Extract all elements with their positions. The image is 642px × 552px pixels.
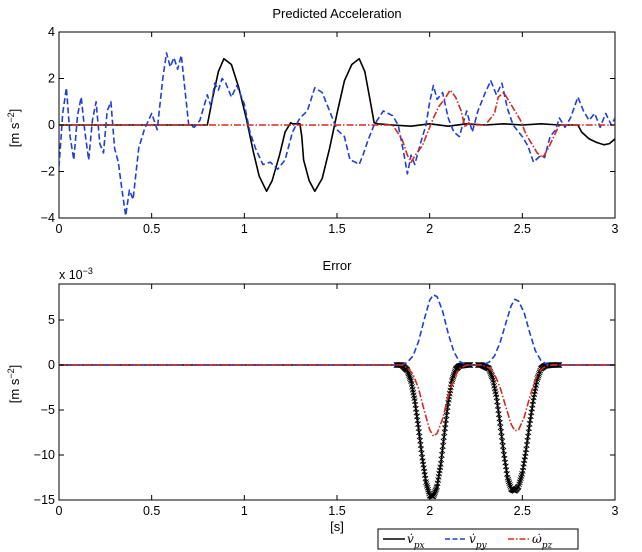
y-tick-label: −15 (34, 493, 55, 507)
series-marker-vpx (407, 375, 413, 381)
predicted-acceleration-panel: Predicted Acceleration [m s−2] 0 0.5 1 1.5 2… (6, 6, 619, 236)
x-tick-label: 1.5 (328, 504, 345, 518)
series-line-wpz (59, 89, 615, 163)
axes-ticks: 0 0.5 1 1.5 2 2.5 3 −15 −10 −5 0 5 (34, 284, 619, 518)
x-tick-label: 1 (241, 504, 248, 518)
x-tick-label: 0 (56, 504, 63, 518)
series-marker-vpx (505, 476, 512, 483)
series-group (59, 52, 615, 217)
y-tick-label: 4 (48, 25, 55, 39)
chart-title: Predicted Acceleration (272, 6, 401, 21)
x-tick-label: 0.5 (143, 504, 160, 518)
series-marker-vpx (555, 362, 562, 368)
series-marker-vpx (516, 481, 523, 488)
series-marker-vpx (487, 370, 494, 377)
series-line-wpz (59, 364, 615, 437)
series-marker-vpx (505, 478, 512, 485)
x-tick-label: 1 (241, 222, 248, 236)
series-clip-group (59, 52, 615, 217)
legend: v̇px v̇py ω̇pz (377, 528, 579, 551)
series-marker-vpx (406, 372, 412, 378)
x-tick-label: 1.5 (328, 222, 345, 236)
y-tick-label: −5 (41, 403, 55, 417)
series-marker-vpx (499, 438, 506, 445)
error-panel: Error x 10−3 [m s−2] 0 0.5 1 1.5 2 2.5 3−15−10… (6, 258, 619, 534)
series-marker-vpx (500, 443, 506, 449)
series-line-vpy (59, 52, 615, 217)
series-marker-vpx (423, 479, 429, 485)
y-tick-label: 2 (48, 72, 55, 86)
series-marker-vpx (518, 475, 524, 481)
series-marker-vpx (423, 481, 430, 487)
x-tick-label: 3 (612, 222, 619, 236)
series-marker-vpx (518, 473, 525, 479)
series-marker-vpx (407, 376, 414, 383)
series-group (59, 293, 615, 500)
series-marker-vpx (486, 367, 493, 373)
x-tick-label: 0.5 (143, 222, 160, 236)
x-tick-label: 0 (56, 222, 63, 236)
x-tick-label: 2.5 (514, 504, 531, 518)
legend-box (377, 528, 579, 550)
x-tick-label: 2 (426, 504, 433, 518)
series-marker-vpx (507, 482, 513, 488)
series-line-vpx (59, 57, 615, 193)
chart-title: Error (323, 258, 353, 273)
y-tick-label: 0 (48, 358, 55, 372)
x-tick-label: 2 (426, 222, 433, 236)
series-marker-vpx (517, 477, 524, 484)
series-marker-vpx (425, 488, 432, 495)
series-marker-vpx (424, 484, 431, 491)
series-marker-vpx (498, 433, 505, 440)
series-marker-vpx (425, 486, 431, 493)
x-tick-label: 2.5 (514, 222, 531, 236)
x-axis-label: [s] (330, 519, 344, 534)
series-clip-group (59, 293, 615, 500)
y-tick-label: −10 (34, 448, 55, 462)
y-tick-label: −4 (41, 211, 55, 225)
series-marker-vpx (516, 479, 523, 486)
y-tick-label: −2 (41, 165, 55, 179)
series-marker-vpx (497, 424, 504, 431)
series-marker-vpx (449, 376, 456, 383)
y-tick-label: 5 (48, 313, 55, 327)
y-tick-label: 0 (48, 118, 55, 132)
series-marker-vpx (488, 373, 495, 380)
series-marker-vpx (515, 483, 522, 490)
series-marker-vpx (504, 474, 511, 481)
axes-ticks: 0 0.5 1 1.5 2 2.5 3 −4 −2 0 2 4 (41, 25, 619, 236)
series-marker-vpx (506, 480, 513, 487)
x-tick-label: 3 (612, 504, 619, 518)
series-marker-vpx (498, 429, 505, 435)
series-line-vpy (59, 293, 615, 366)
series-marker-vpx (406, 373, 413, 380)
series-marker-vpx (433, 485, 440, 491)
series-marker-vpx (424, 482, 430, 489)
series-marker-vpx (555, 362, 562, 368)
series-marker-vpx (489, 374, 496, 381)
